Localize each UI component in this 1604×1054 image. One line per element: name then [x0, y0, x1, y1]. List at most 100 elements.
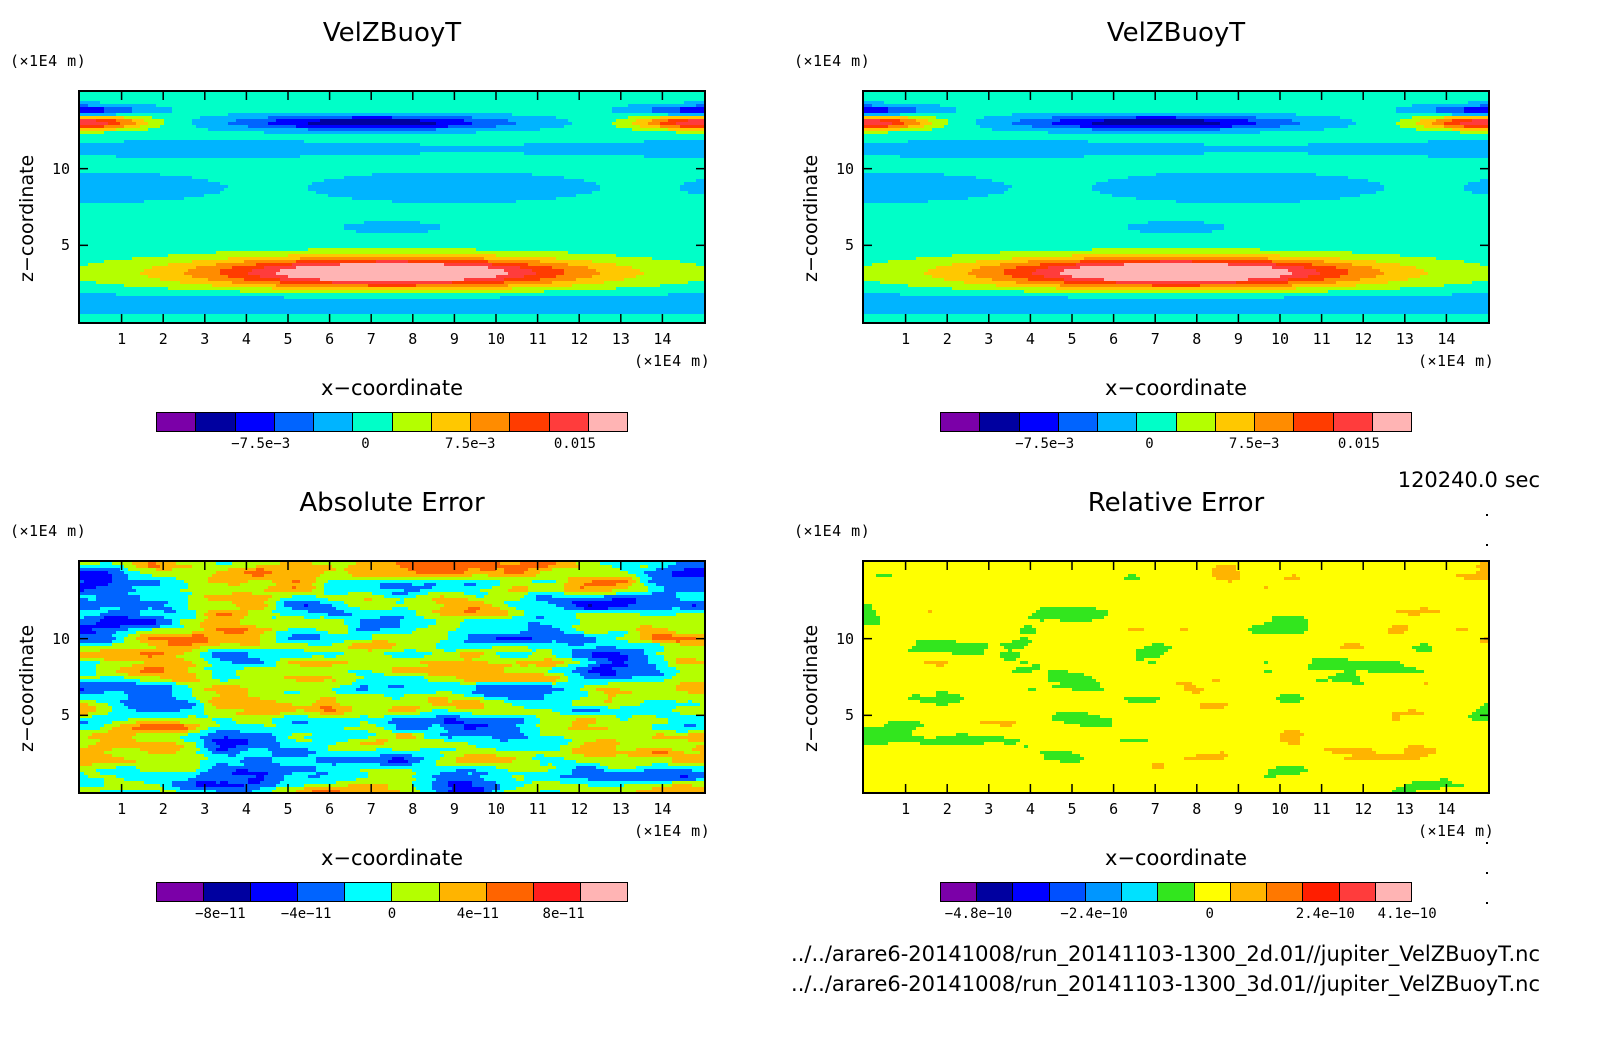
- colorbar-label: −4e−11: [281, 906, 332, 922]
- x-tick-label: 10: [1271, 330, 1289, 348]
- colorbar: [156, 412, 628, 432]
- colorbar-swatch: [1267, 883, 1304, 901]
- colorbar-swatch: [235, 413, 275, 431]
- x-tick-label: 2: [943, 800, 952, 818]
- colorbar-swatch: [1013, 883, 1050, 901]
- y-tick-label: 5: [40, 706, 70, 724]
- y-axis-unit: (×1E4 m): [794, 522, 870, 540]
- x-tick-label: 13: [612, 800, 630, 818]
- x-tick-label: 4: [1026, 330, 1035, 348]
- x-tick-label: 1: [901, 330, 910, 348]
- x-tick-label: 2: [943, 330, 952, 348]
- colorbar-label: 7.5e−3: [445, 436, 496, 452]
- colorbar-label: 0: [1145, 436, 1153, 452]
- colorbar-swatch: [157, 883, 205, 901]
- y-tick-label: 5: [40, 236, 70, 254]
- colorbar-swatch: [533, 883, 581, 901]
- x-tick-label: 3: [200, 800, 209, 818]
- heatmap-svg: [864, 92, 1488, 322]
- colorbar-swatch: [580, 883, 627, 901]
- footer-file-1: ../../arare6-20141008/run_20141103-1300_…: [791, 942, 1540, 966]
- x-tick-label: 9: [450, 330, 459, 348]
- x-tick-label: 10: [487, 800, 505, 818]
- x-tick-label: 9: [1234, 800, 1243, 818]
- colorbar-label: −2.4e−10: [1060, 906, 1127, 922]
- margin-dot: [1486, 544, 1488, 546]
- timestamp-label: 120240.0 sec: [1398, 468, 1540, 492]
- chart-title: VelZBuoyT: [876, 18, 1476, 48]
- y-axis-label: z−coordinate: [800, 625, 822, 752]
- x-tick-label: 8: [408, 330, 417, 348]
- colorbar-swatch: [1303, 883, 1340, 901]
- x-tick-label: 9: [450, 800, 459, 818]
- x-tick-label: 1: [117, 330, 126, 348]
- colorbar: [156, 882, 628, 902]
- x-axis-label: x−coordinate: [1026, 846, 1326, 870]
- colorbar-swatch: [1049, 883, 1086, 901]
- colorbar-swatch: [274, 413, 314, 431]
- x-tick-label: 11: [529, 330, 547, 348]
- colorbar-swatch: [1137, 413, 1177, 431]
- y-tick-label: 10: [40, 630, 70, 648]
- x-tick-label: 6: [325, 330, 334, 348]
- x-tick-label: 7: [367, 330, 376, 348]
- colorbar-swatch: [1215, 413, 1255, 431]
- colorbar-swatch: [314, 413, 354, 431]
- colorbar-swatch: [1019, 413, 1059, 431]
- colorbar-swatch: [157, 413, 197, 431]
- colorbar-swatch: [1176, 413, 1216, 431]
- colorbar-label: −7.5e−3: [231, 436, 290, 452]
- y-axis-label: z−coordinate: [16, 155, 38, 282]
- y-tick-label: 5: [824, 706, 854, 724]
- colorbar-swatch: [345, 883, 393, 901]
- colorbar-swatch: [392, 413, 432, 431]
- x-tick-label: 12: [570, 330, 588, 348]
- x-tick-label: 14: [1437, 800, 1455, 818]
- x-tick-label: 5: [1068, 330, 1077, 348]
- x-tick-label: 1: [117, 800, 126, 818]
- colorbar-label: −8e−11: [195, 906, 246, 922]
- colorbar-label: −4.8e−10: [945, 906, 1012, 922]
- y-tick-label: 10: [824, 160, 854, 178]
- x-tick-label: 2: [159, 800, 168, 818]
- x-axis-unit: (×1E4 m): [1418, 352, 1494, 370]
- x-tick-label: 7: [367, 800, 376, 818]
- x-axis-unit: (×1E4 m): [634, 822, 710, 840]
- margin-dot: [1486, 842, 1488, 844]
- x-tick-label: 1: [901, 800, 910, 818]
- y-axis-unit: (×1E4 m): [794, 52, 870, 70]
- chart-panel: VelZBuoyT (×1E4 m) z−coordinate 1 2 3 4 5 6 7 8 9 10…: [784, 0, 1586, 490]
- x-tick-label: 7: [1151, 330, 1160, 348]
- colorbar-swatch: [1294, 413, 1334, 431]
- x-tick-label: 8: [1192, 330, 1201, 348]
- x-tick-label: 3: [984, 330, 993, 348]
- footer-file-2: ../../arare6-20141008/run_20141103-1300_…: [791, 972, 1540, 996]
- colorbar-swatch: [204, 883, 252, 901]
- colorbar-label: 4.1e−10: [1378, 906, 1437, 922]
- x-tick-label: 14: [653, 330, 671, 348]
- x-axis-label: x−coordinate: [1026, 376, 1326, 400]
- colorbar-swatch: [1194, 883, 1231, 901]
- heatmap-svg: [80, 562, 704, 792]
- y-axis-unit: (×1E4 m): [10, 52, 86, 70]
- colorbar-label: 8e−11: [543, 906, 585, 922]
- x-axis-unit: (×1E4 m): [634, 352, 710, 370]
- colorbar-swatch: [1372, 413, 1411, 431]
- colorbar-swatch: [1085, 883, 1123, 901]
- x-tick-label: 14: [653, 800, 671, 818]
- x-tick-label: 12: [1354, 800, 1372, 818]
- colorbar-swatch: [1098, 413, 1138, 431]
- colorbar-label: 0.015: [554, 436, 596, 452]
- margin-dot: [1486, 872, 1488, 874]
- x-tick-label: 10: [487, 330, 505, 348]
- x-tick-label: 13: [612, 330, 630, 348]
- x-tick-label: 8: [408, 800, 417, 818]
- chart-title: VelZBuoyT: [92, 18, 692, 48]
- colorbar-swatch: [251, 883, 299, 901]
- colorbar-label: 0: [361, 436, 369, 452]
- chart-panel: Relative Error (×1E4 m) z−coordinate 1 2 3 4 5 6…: [784, 470, 1586, 960]
- y-tick-label: 10: [40, 160, 70, 178]
- colorbar-swatch: [486, 883, 534, 901]
- x-tick-label: 13: [1396, 330, 1414, 348]
- colorbar-label: 4e−11: [457, 906, 499, 922]
